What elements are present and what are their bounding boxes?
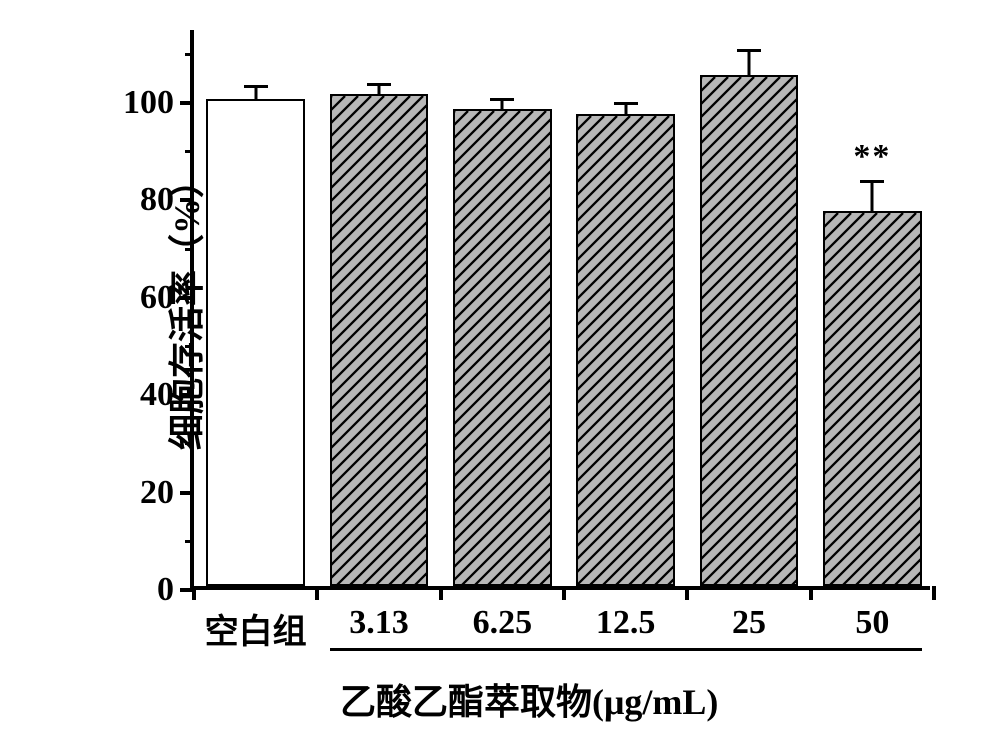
error-cap — [614, 102, 638, 105]
y-tick-minor — [185, 150, 194, 153]
x-tick-label: 3.13 — [349, 604, 409, 642]
x-tick — [809, 586, 813, 600]
error-cap — [490, 98, 514, 101]
error-cap — [737, 49, 761, 52]
y-tick-label: 0 — [157, 571, 174, 609]
y-tick-major — [180, 296, 194, 300]
x-tick-label: 空白组 — [205, 604, 307, 653]
y-tick-minor — [185, 53, 194, 56]
y-tick-label: 60 — [140, 279, 174, 317]
x-tick — [315, 586, 319, 600]
x-tick — [192, 586, 196, 600]
bar — [576, 114, 675, 586]
bar — [823, 211, 922, 586]
error-bar — [871, 182, 874, 211]
error-cap — [860, 180, 884, 183]
bar — [700, 75, 799, 586]
x-axis-label: 乙酸乙酯萃取物(μg/mL) — [340, 673, 718, 725]
y-tick-label: 80 — [140, 181, 174, 219]
error-bar — [254, 87, 257, 99]
y-tick-label: 40 — [140, 376, 174, 414]
y-tick-minor — [185, 345, 194, 348]
bar-hatch — [455, 111, 550, 584]
y-tick-minor — [185, 248, 194, 251]
x-group-underline — [330, 648, 922, 651]
x-tick — [932, 586, 936, 600]
y-tick-major — [180, 491, 194, 495]
error-cap — [367, 83, 391, 86]
x-tick — [439, 586, 443, 600]
bar-hatch — [825, 213, 920, 584]
bar — [453, 109, 552, 586]
x-tick-label: 25 — [732, 604, 766, 642]
bar — [330, 94, 429, 586]
y-tick-major — [180, 198, 194, 202]
x-tick-label: 12.5 — [596, 604, 656, 642]
y-tick-major — [180, 393, 194, 397]
x-tick — [562, 586, 566, 600]
y-tick-label: 100 — [123, 84, 174, 122]
y-tick-label: 20 — [140, 474, 174, 512]
bar-hatch — [332, 96, 427, 584]
x-tick-label: 6.25 — [473, 604, 533, 642]
chart-container: 细胞存活率（%） 020406080100空白组3.136.2512.525**… — [50, 20, 950, 720]
bar-hatch — [578, 116, 673, 584]
plot-area: 020406080100空白组3.136.2512.525**50 — [190, 30, 930, 590]
bar — [206, 99, 305, 586]
y-tick-minor — [185, 442, 194, 445]
y-tick-major — [180, 101, 194, 105]
significance-marker: ** — [853, 138, 891, 176]
error-cap — [244, 85, 268, 88]
y-tick-minor — [185, 540, 194, 543]
bar-hatch — [702, 77, 797, 584]
x-tick-label: 50 — [855, 604, 889, 642]
error-bar — [748, 50, 751, 74]
x-tick — [685, 586, 689, 600]
